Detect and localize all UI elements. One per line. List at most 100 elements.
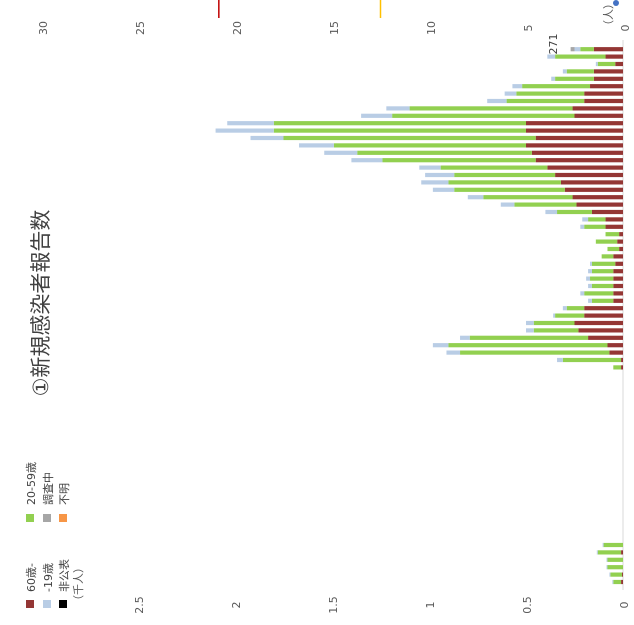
- secondary-unit-label: （人）: [602, 0, 615, 31]
- reference-lines: [218, 0, 624, 590]
- bar-segment: [580, 291, 585, 296]
- bar-segment: [283, 135, 536, 141]
- primary-tick-label: 2: [230, 602, 243, 609]
- bar-segment: [440, 165, 548, 170]
- bar-segment: [535, 135, 623, 141]
- bar-segment: [555, 172, 623, 178]
- bar-segment: [621, 550, 623, 555]
- bar-segment: [555, 54, 606, 59]
- bar-segment: [566, 306, 585, 311]
- bar-segment: [609, 572, 611, 577]
- primary-axis: 0 0.5 1 1.5 2 2.5: [133, 596, 631, 614]
- bar-segment: [564, 187, 623, 192]
- bar-segment: [512, 84, 523, 89]
- bar-segment: [526, 320, 534, 326]
- bar-segment: [621, 365, 623, 370]
- bar-segment: [607, 343, 623, 348]
- bar-segment: [580, 224, 585, 229]
- bar-segment: [578, 328, 623, 333]
- bar-segment: [419, 165, 441, 170]
- bar-segment: [605, 54, 623, 59]
- bar-segment: [562, 357, 622, 363]
- bar-segment: [560, 180, 623, 185]
- bar-segment: [622, 572, 623, 577]
- secondary-tick-label: 10: [425, 21, 438, 35]
- bar-segment: [454, 187, 565, 192]
- bar-segment: [580, 47, 594, 52]
- bar-segment: [432, 343, 449, 348]
- bar-segment: [566, 69, 594, 74]
- bar-segment: [591, 261, 616, 266]
- bar-segment: [570, 47, 575, 52]
- secondary-tick-label: 15: [328, 21, 341, 35]
- bar-segment: [613, 579, 622, 585]
- bar-segment: [504, 91, 517, 96]
- bar-segment: [588, 335, 623, 340]
- legend-swatch-60: [26, 600, 34, 608]
- bar-segment: [516, 91, 585, 96]
- bar-segment: [551, 76, 556, 81]
- bar-segment: [382, 158, 536, 163]
- legend-label-under19: -19歳: [42, 563, 55, 592]
- bar-segment: [526, 128, 623, 133]
- bar-segment: [584, 224, 606, 229]
- bar-segment: [613, 365, 622, 370]
- bar-segment: [572, 106, 623, 111]
- bar-segment: [514, 202, 577, 207]
- bar-segment: [425, 172, 455, 178]
- chart-title: ①新規感染者報告数: [29, 210, 53, 397]
- bar-segment: [590, 84, 623, 89]
- legend-label-20-59: 20-59歳: [25, 462, 38, 505]
- bar-segment: [215, 128, 274, 133]
- bar-segment: [531, 150, 623, 155]
- bar-segment: [574, 47, 581, 52]
- bar-segment: [602, 542, 604, 548]
- bar-segment: [584, 306, 623, 311]
- bar-segment: [607, 246, 620, 252]
- bar-segment: [593, 69, 623, 74]
- bar-segment: [584, 313, 623, 318]
- bar-segment: [392, 113, 575, 118]
- bar-segment: [409, 106, 573, 111]
- bar-segment: [586, 276, 591, 281]
- annotation-label: 271: [547, 34, 560, 55]
- bar-segment: [333, 143, 526, 148]
- bar-segment: [421, 180, 449, 185]
- bar-segment: [621, 357, 623, 363]
- bar-segment: [483, 195, 573, 200]
- bar-segment: [467, 195, 484, 200]
- bar-segment: [324, 150, 358, 155]
- bar-segment: [562, 306, 567, 311]
- bar-segment: [526, 121, 623, 126]
- bar-segment: [562, 69, 567, 74]
- bar-segment: [613, 276, 623, 281]
- bar-segment: [615, 261, 623, 266]
- bar-segment: [227, 121, 274, 126]
- legend-swatch-20-59: [26, 514, 34, 522]
- bar-segment: [584, 98, 623, 104]
- bar-segment: [593, 76, 623, 81]
- bar-segment: [613, 269, 623, 274]
- bar-segment: [613, 283, 623, 289]
- bar-segment: [584, 291, 614, 296]
- primary-tick-label: 2.5: [133, 596, 146, 614]
- bar-segment: [591, 209, 623, 215]
- marker-dot: [613, 0, 619, 6]
- bar-segment: [535, 158, 623, 163]
- bars-group: [215, 47, 623, 585]
- bar-segment: [591, 269, 614, 274]
- bar-segment: [454, 172, 556, 178]
- bar-segment: [582, 217, 589, 222]
- bar-segment: [584, 91, 623, 96]
- bar-segment: [619, 246, 623, 252]
- legend-label-undisclosed: 非公表: [57, 559, 71, 592]
- primary-tick-label: 1: [424, 602, 437, 609]
- bar-segment: [613, 298, 623, 303]
- bar-segment: [601, 254, 614, 259]
- bar-segment: [526, 328, 534, 333]
- bar-segment: [460, 350, 610, 355]
- bar-segment: [597, 61, 616, 67]
- bar-segment: [533, 328, 579, 333]
- bar-segment: [609, 350, 623, 355]
